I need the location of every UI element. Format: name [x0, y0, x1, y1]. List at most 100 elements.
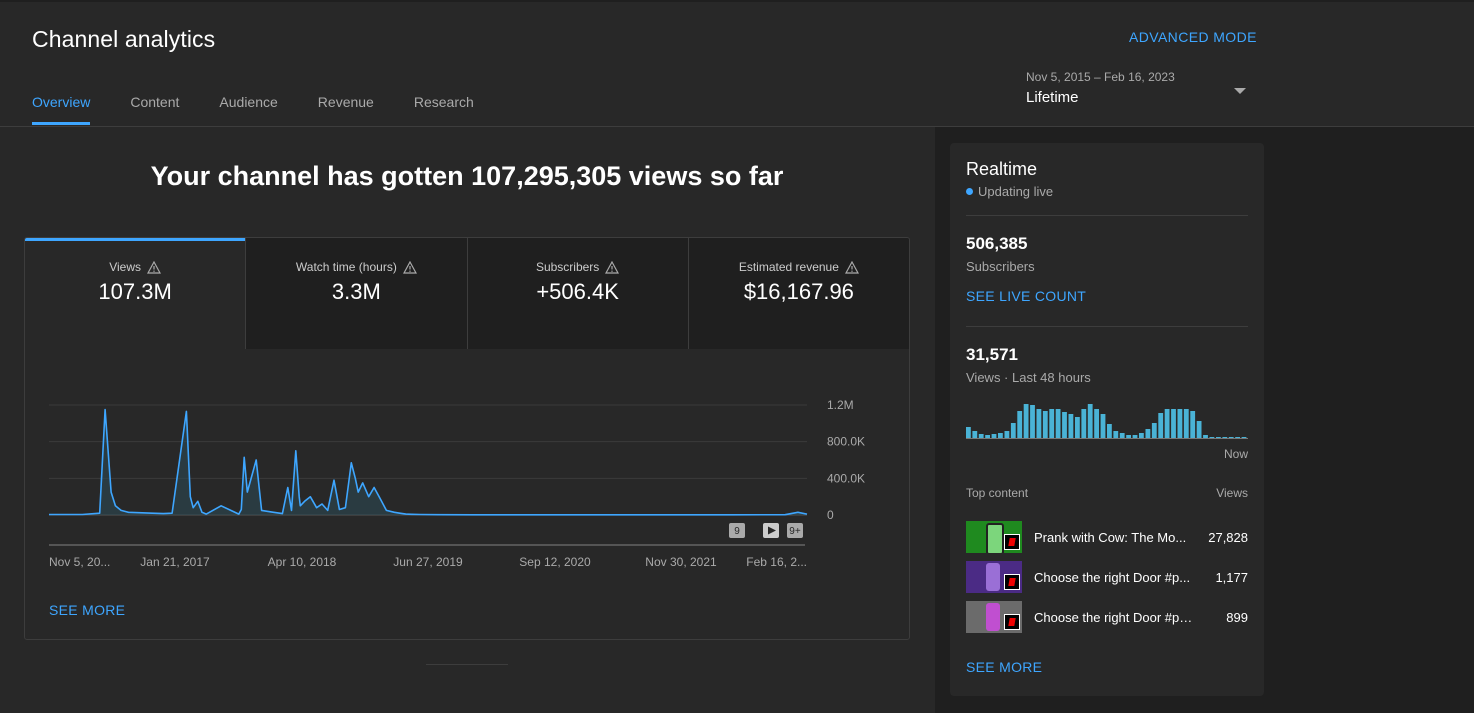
- views-headline: Your channel has gotten 107,295,305 view…: [150, 161, 784, 191]
- metric-value: 107.3M: [98, 279, 172, 304]
- top-content-views: 1,177: [1215, 569, 1248, 585]
- realtime-bar: [1081, 409, 1087, 439]
- video-marker-badge: [787, 523, 803, 538]
- top-content-item[interactable]: Choose the right Door #part2 899: [966, 601, 1248, 633]
- tab-overview[interactable]: Overview: [32, 94, 91, 125]
- live-dot-icon: [966, 188, 973, 195]
- top-content-item[interactable]: Choose the right Door #p... 1,177: [966, 561, 1248, 593]
- realtime-bar: [1164, 409, 1170, 439]
- date-range-text: Nov 5, 2015 – Feb 16, 2023: [1026, 70, 1175, 84]
- chart-see-more-link[interactable]: SEE MORE: [49, 602, 126, 618]
- video-marker-badge-label: 9+: [789, 526, 801, 537]
- metric-label: Watch time (hours): [295, 260, 397, 274]
- metric-label: Estimated revenue: [738, 260, 839, 274]
- video-marker-badge: [729, 523, 745, 538]
- top-content-title: Prank with Cow: The Mo...: [1034, 529, 1187, 545]
- realtime-bar: [1151, 423, 1157, 439]
- realtime-bar: [1196, 421, 1202, 439]
- analytics-tabs: Overview Content Audience Revenue Resear…: [32, 94, 514, 125]
- y-tick-label: 800.0K: [827, 435, 865, 449]
- metric-tab-watch-time[interactable]: Watch time (hours) 3.3M: [245, 238, 467, 349]
- video-thumbnail: [966, 521, 1022, 553]
- realtime-divider: [966, 326, 1248, 327]
- advanced-mode-link[interactable]: ADVANCED MODE: [1129, 29, 1257, 45]
- top-content-title: Choose the right Door #part2: [1034, 609, 1194, 625]
- play-icon: [768, 526, 776, 535]
- top-content-item[interactable]: Prank with Cow: The Mo... 27,828: [966, 521, 1248, 553]
- metric-value: 3.3M: [331, 279, 381, 304]
- realtime-bar: [1113, 431, 1119, 439]
- x-tick-label: Apr 10, 2018: [268, 555, 337, 569]
- realtime-bar: [1100, 414, 1106, 439]
- realtime-bar: [1004, 431, 1010, 439]
- y-tick-label: 0: [827, 508, 834, 522]
- realtime-bar: [1042, 411, 1048, 439]
- realtime-bar: [972, 431, 978, 439]
- y-tick-label: 1.2M: [827, 398, 854, 412]
- subscriber-label: Subscribers: [966, 259, 1035, 274]
- tab-audience[interactable]: Audience: [219, 94, 278, 110]
- warning-icon: [147, 260, 162, 274]
- metric-value: +506.4K: [536, 279, 619, 304]
- overview-chart-card: Views 107.3M Watch time (hours) 3.3M Sub…: [24, 237, 910, 640]
- tab-content[interactable]: Content: [130, 94, 180, 110]
- x-tick-label: Jun 27, 2019: [393, 555, 463, 569]
- top-content-views: 27,828: [1208, 529, 1248, 545]
- x-tick-label: Nov 30, 2021: [645, 555, 717, 569]
- realtime-bar: [985, 435, 990, 439]
- top-border: [0, 0, 1474, 2]
- realtime-now-label: Now: [1223, 447, 1248, 461]
- x-tick-label: Feb 16, 2...: [746, 555, 807, 569]
- top-content-label: Top content: [966, 486, 1029, 500]
- top-content-title: Choose the right Door #p...: [1034, 569, 1191, 585]
- realtime-see-more-link[interactable]: SEE MORE: [966, 659, 1043, 675]
- metric-value: $16,167.96: [743, 279, 854, 304]
- metric-tab-views[interactable]: Views 107.3M: [25, 238, 246, 349]
- realtime-bar: [1190, 411, 1196, 439]
- realtime-views-label: Views · Last 48 hours: [966, 370, 1091, 385]
- tab-revenue[interactable]: Revenue: [317, 94, 374, 110]
- thumbnail-figure: [986, 563, 1000, 591]
- realtime-bar: [978, 434, 984, 439]
- live-status-text: Updating live: [978, 184, 1054, 199]
- realtime-bar: [1126, 435, 1131, 439]
- realtime-bar: [1010, 423, 1016, 439]
- realtime-bar-chart: [966, 404, 1248, 439]
- realtime-bar: [1036, 409, 1042, 439]
- caret-down-icon: [1234, 88, 1246, 94]
- subscriber-count: 506,385: [966, 234, 1028, 253]
- views-area: [49, 409, 807, 515]
- realtime-bar: [1049, 409, 1055, 439]
- views-column-label: Views: [1216, 486, 1248, 500]
- realtime-bar: [1183, 409, 1189, 439]
- metric-label: Subscribers: [535, 260, 600, 274]
- views-line: [49, 408, 808, 516]
- metric-tabs: Views 107.3M Watch time (hours) 3.3M Sub…: [25, 238, 909, 349]
- date-range-dropdown[interactable]: Nov 5, 2015 – Feb 16, 2023 Lifetime: [1026, 70, 1248, 112]
- realtime-divider: [966, 215, 1248, 216]
- video-thumbnail: [966, 561, 1022, 593]
- video-thumbnail: [966, 601, 1022, 633]
- realtime-bar: [966, 427, 971, 439]
- y-tick-label: 400.0K: [827, 471, 865, 485]
- realtime-bar: [1203, 435, 1208, 439]
- x-tick-label: Jan 21, 2017: [140, 555, 210, 569]
- realtime-title: Realtime: [966, 159, 1038, 179]
- realtime-views-count: 31,571: [966, 345, 1018, 364]
- realtime-bar: [1030, 405, 1035, 439]
- thumbnail-badge: [1004, 534, 1020, 550]
- see-live-count-link[interactable]: SEE LIVE COUNT: [966, 288, 1087, 304]
- metric-tab-subscribers[interactable]: Subscribers +506.4K: [466, 238, 688, 349]
- metric-tab-revenue[interactable]: Estimated revenue $16,167.96: [687, 238, 909, 349]
- realtime-bar: [1119, 433, 1125, 439]
- header-divider: [0, 126, 1474, 127]
- realtime-bar: [1171, 409, 1176, 439]
- warning-icon: [402, 260, 417, 274]
- date-range-label: Lifetime: [1026, 89, 1079, 106]
- realtime-bar: [1177, 409, 1183, 439]
- realtime-bar: [1158, 413, 1164, 439]
- x-tick-label: Sep 12, 2020: [519, 555, 591, 569]
- tab-research[interactable]: Research: [413, 94, 474, 110]
- video-marker-badge-label: 9: [734, 526, 740, 537]
- realtime-bar: [998, 433, 1003, 439]
